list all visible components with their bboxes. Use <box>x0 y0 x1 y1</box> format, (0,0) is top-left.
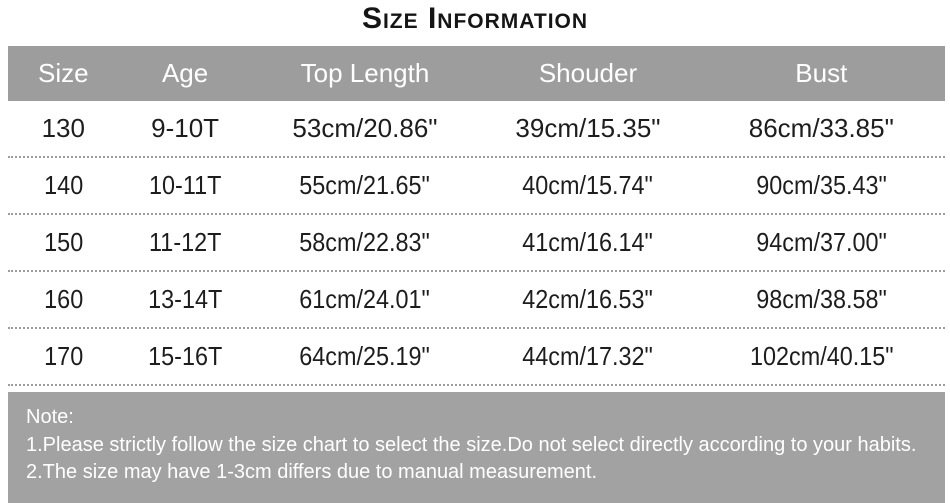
page-title: Size Information <box>361 2 589 35</box>
cell-top-length: 55cm/21.65" <box>252 170 479 201</box>
cell-age: 15-16T <box>119 341 252 372</box>
cell-value: 13-14T <box>148 284 223 314</box>
table-row-160: 160 13-14T 61cm/24.01" 42cm/16.53" 98cm/… <box>8 272 945 329</box>
cell-bust: 90cm/35.43" <box>698 170 945 201</box>
cell-size: 150 <box>8 227 119 258</box>
cell-size: 160 <box>8 284 119 315</box>
table-row-140: 140 10-11T 55cm/21.65" 40cm/15.74" 90cm/… <box>8 158 945 215</box>
cell-size: 170 <box>8 341 119 372</box>
cell-value: 94cm/37.00" <box>755 227 887 257</box>
cell-value: 53cm/20.86" <box>292 113 438 143</box>
cell-value: 58cm/22.83" <box>299 227 431 257</box>
cell-value: 130 <box>41 113 85 143</box>
cell-size: 130 <box>8 113 119 144</box>
cell-top-length: 64cm/25.19" <box>252 341 479 372</box>
cell-value: 9-10T <box>151 113 220 143</box>
column-header-bust: Bust <box>795 58 848 88</box>
cell-value: 61cm/24.01" <box>299 284 431 314</box>
cell-value: 160 <box>43 284 83 314</box>
cell-value: 150 <box>43 227 83 257</box>
note-heading: Note: <box>26 406 74 428</box>
cell-value: 90cm/35.43" <box>755 170 887 200</box>
cell-value: 15-16T <box>148 341 223 371</box>
cell-value: 44cm/17.32" <box>522 341 654 371</box>
cell-size: 140 <box>8 170 119 201</box>
cell-shoulder: 42cm/16.53" <box>478 284 697 315</box>
cell-top-length: 61cm/24.01" <box>252 284 479 315</box>
cell-value: 39cm/15.35" <box>515 113 661 143</box>
size-table: Size Age Top Length Shouder Bust 130 9-1… <box>8 46 945 386</box>
cell-shoulder: 40cm/15.74" <box>478 170 697 201</box>
table-row-130: 130 9-10T 53cm/20.86" 39cm/15.35" 86cm/3… <box>8 101 945 158</box>
note-line-1: 1.Please strictly follow the size chart … <box>26 434 917 456</box>
cell-bust: 94cm/37.00" <box>698 227 945 258</box>
column-header-top-length: Top Length <box>300 58 430 88</box>
cell-value: 170 <box>43 341 83 371</box>
cell-age: 10-11T <box>119 170 252 201</box>
note-line-2: 2.The size may have 1-3cm differs due to… <box>26 461 598 483</box>
table-row-150: 150 11-12T 58cm/22.83" 41cm/16.14" 94cm/… <box>8 215 945 272</box>
table-row-170: 170 15-16T 64cm/25.19" 44cm/17.32" 102cm… <box>8 329 945 386</box>
column-header-age: Age <box>161 58 209 88</box>
cell-value: 42cm/16.53" <box>522 284 654 314</box>
table-header-row: Size Age Top Length Shouder Bust <box>8 46 945 101</box>
cell-value: 55cm/21.65" <box>299 170 431 200</box>
cell-value: 98cm/38.58" <box>755 284 887 314</box>
cell-value: 40cm/15.74" <box>522 170 654 200</box>
cell-shoulder: 39cm/15.35" <box>478 113 697 144</box>
cell-top-length: 53cm/20.86" <box>252 113 479 144</box>
cell-value: 86cm/33.85" <box>748 113 894 143</box>
cell-value: 10-11T <box>148 170 222 200</box>
cell-age: 11-12T <box>119 227 252 258</box>
cell-bust: 98cm/38.58" <box>698 284 945 315</box>
column-header-size: Size <box>37 58 89 88</box>
cell-age: 13-14T <box>119 284 252 315</box>
cell-value: 102cm/40.15" <box>749 341 894 371</box>
cell-age: 9-10T <box>119 113 252 144</box>
cell-top-length: 58cm/22.83" <box>252 227 479 258</box>
cell-shoulder: 44cm/17.32" <box>478 341 697 372</box>
note-section: Note: 1.Please strictly follow the size … <box>8 392 945 503</box>
column-header-shoulder: Shouder <box>538 58 638 88</box>
cell-bust: 102cm/40.15" <box>698 341 945 372</box>
cell-value: 41cm/16.14" <box>522 227 654 257</box>
cell-value: 64cm/25.19" <box>299 341 431 371</box>
cell-value: 11-12T <box>148 227 222 257</box>
cell-shoulder: 41cm/16.14" <box>478 227 697 258</box>
cell-bust: 86cm/33.85" <box>698 113 945 144</box>
cell-value: 140 <box>43 170 83 200</box>
